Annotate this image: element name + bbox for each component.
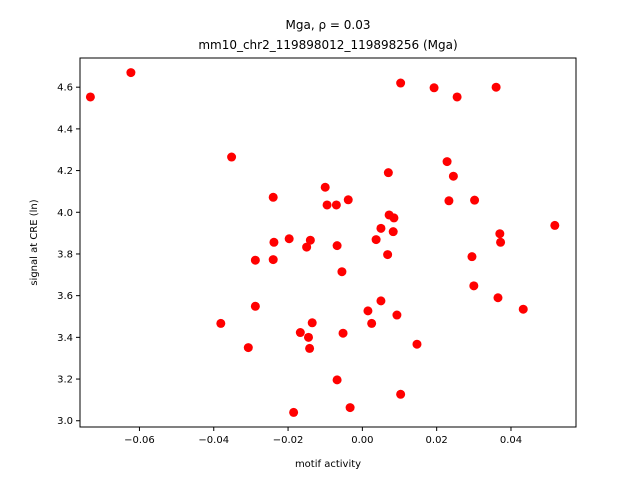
data-point-45 bbox=[452, 92, 462, 102]
y-tick-label-8: 4.6 bbox=[57, 83, 73, 94]
data-point-31 bbox=[376, 296, 386, 306]
data-point-1 bbox=[126, 68, 136, 78]
data-point-51 bbox=[495, 229, 505, 239]
x-axis-label: motif activity bbox=[295, 459, 361, 470]
x-axis-ticks: −0.06 −0.04 −0.02 0.00 0.02 0.04 bbox=[124, 427, 522, 446]
x-tick-label-5: 0.04 bbox=[500, 435, 522, 446]
data-point-54 bbox=[550, 220, 560, 230]
data-point-49 bbox=[491, 82, 501, 92]
data-point-15 bbox=[305, 343, 315, 353]
data-points bbox=[85, 68, 560, 417]
data-point-50 bbox=[493, 293, 503, 303]
data-point-24 bbox=[338, 328, 348, 338]
data-point-6 bbox=[250, 301, 260, 311]
data-point-48 bbox=[470, 195, 480, 205]
plot-area bbox=[80, 58, 576, 427]
x-tick-label-0: −0.06 bbox=[124, 435, 155, 446]
data-point-44 bbox=[448, 171, 458, 181]
y-tick-label-7: 4.4 bbox=[57, 124, 73, 135]
data-point-26 bbox=[345, 403, 355, 413]
data-point-2 bbox=[227, 152, 237, 162]
plot-frame bbox=[79, 57, 577, 428]
chart-title-line-2: mm10_chr2_119898012_119898256 (Mga) bbox=[198, 38, 457, 52]
y-tick-label-6: 4.2 bbox=[57, 166, 73, 177]
data-point-38 bbox=[396, 78, 406, 88]
x-tick-label-1: −0.04 bbox=[198, 435, 229, 446]
data-point-3 bbox=[216, 318, 226, 328]
data-point-40 bbox=[412, 339, 422, 349]
data-point-23 bbox=[337, 267, 347, 277]
data-point-4 bbox=[243, 343, 253, 353]
y-tick-label-4: 3.8 bbox=[57, 249, 73, 260]
data-point-12 bbox=[295, 328, 305, 338]
y-axis-ticks: 3.0 3.2 3.4 3.6 3.8 4.0 4.2 4.4 4.6 bbox=[57, 83, 80, 427]
x-tick-label-3: 0.00 bbox=[351, 435, 373, 446]
y-axis-label: signal at CRE (ln) bbox=[29, 199, 40, 285]
y-tick-label-5: 4.0 bbox=[57, 208, 73, 219]
data-point-29 bbox=[371, 235, 381, 245]
data-point-30 bbox=[376, 223, 386, 233]
data-point-36 bbox=[389, 213, 399, 223]
data-point-52 bbox=[496, 237, 506, 247]
y-tick-label-1: 3.2 bbox=[57, 375, 73, 386]
data-point-0 bbox=[85, 92, 95, 102]
y-tick-label-3: 3.6 bbox=[57, 291, 73, 302]
data-point-53 bbox=[518, 304, 528, 314]
data-point-22 bbox=[332, 375, 342, 385]
data-point-13 bbox=[302, 242, 312, 252]
x-tick-label-2: −0.02 bbox=[273, 435, 304, 446]
data-point-35 bbox=[388, 227, 398, 237]
data-point-43 bbox=[444, 196, 454, 206]
data-point-39 bbox=[396, 389, 406, 399]
data-point-18 bbox=[320, 182, 330, 192]
data-point-9 bbox=[268, 255, 278, 265]
data-point-5 bbox=[250, 255, 260, 265]
data-point-27 bbox=[363, 306, 373, 316]
data-point-7 bbox=[268, 192, 278, 202]
data-point-42 bbox=[442, 157, 452, 167]
data-point-25 bbox=[343, 195, 353, 205]
data-point-11 bbox=[289, 407, 299, 417]
chart-title-line-1: Mga, ρ = 0.03 bbox=[286, 18, 371, 32]
data-point-33 bbox=[383, 168, 393, 178]
data-point-8 bbox=[269, 237, 279, 247]
data-point-16 bbox=[305, 235, 315, 245]
data-point-47 bbox=[469, 281, 479, 291]
data-point-14 bbox=[303, 332, 313, 342]
data-point-32 bbox=[383, 250, 393, 260]
data-point-17 bbox=[307, 318, 317, 328]
data-point-46 bbox=[467, 252, 477, 262]
y-tick-label-0: 3.0 bbox=[57, 416, 73, 427]
data-point-20 bbox=[331, 200, 341, 210]
data-point-10 bbox=[284, 234, 294, 244]
data-point-28 bbox=[367, 318, 377, 328]
y-tick-label-2: 3.4 bbox=[57, 333, 73, 344]
x-tick-label-4: 0.02 bbox=[426, 435, 448, 446]
data-point-21 bbox=[332, 241, 342, 251]
data-point-41 bbox=[429, 83, 439, 93]
data-point-37 bbox=[392, 310, 402, 320]
data-point-19 bbox=[322, 200, 332, 210]
